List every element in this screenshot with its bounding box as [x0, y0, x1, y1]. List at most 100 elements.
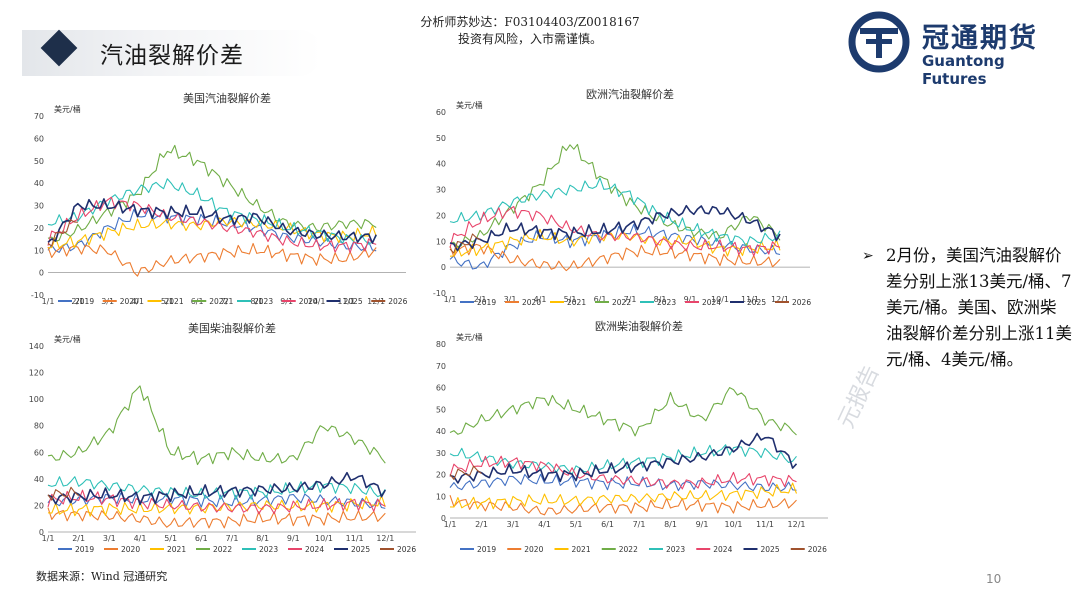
x-tick-label: 2/1 — [474, 295, 487, 304]
series-line-2022 — [449, 143, 781, 248]
y-tick-label: 10 — [436, 237, 446, 246]
series-line-2021 — [449, 482, 798, 510]
y-tick-label: 100 — [29, 395, 44, 404]
y-tick-label: 0 — [39, 528, 44, 537]
chart-title: 欧洲柴油裂解价差 — [595, 320, 683, 333]
y-tick-label: 0 — [441, 514, 446, 523]
chart-eu-gasoline: 欧洲汽油裂解价差 美元/桶 -10 0 10 20 30 40 50 60 1/1 2/1 3/1 4/1… — [420, 88, 820, 314]
legend-label-2026: 2026 — [792, 298, 811, 307]
summary-text: 2月份，美国汽油裂解价差分别上涨13美元/桶、7美元/桶。美国、欧洲柴油裂解价差… — [886, 246, 1072, 369]
y-tick-label: 10 — [34, 246, 44, 255]
x-tick-label: 9/1 — [684, 295, 697, 304]
x-tick-label: 8/1 — [250, 297, 263, 306]
y-tick-label: -10 — [433, 289, 446, 298]
legend-label-2021: 2021 — [572, 545, 591, 554]
legend-label-2024: 2024 — [305, 545, 324, 554]
page-title-banner: 汽油裂解价差 — [22, 29, 322, 76]
y-tick-label: 20 — [34, 224, 44, 233]
series-line-2026 — [449, 465, 482, 480]
y-unit-label: 美元/桶 — [54, 334, 81, 344]
logo-name: 冠通期货 — [922, 23, 1038, 54]
x-tick-label: 2/1 — [71, 297, 84, 306]
y-tick-label: 40 — [436, 160, 446, 169]
x-tick-label: 10/1 — [308, 297, 326, 306]
x-tick-label: 12/1 — [788, 520, 806, 529]
legend-label-2023: 2023 — [666, 545, 685, 554]
y-tick-label: 30 — [34, 202, 44, 211]
y-tick-label: 40 — [34, 475, 44, 484]
legend-label-2021: 2021 — [165, 297, 184, 306]
chart-eu-diesel: 欧洲柴油裂解价差 美元/桶 0 10 20 30 40 50 60 70 80 1/1 2/1 3/1 4/… — [420, 320, 840, 562]
company-logo: 冠通期货 Guantong Futures — [846, 10, 1070, 88]
y-tick-label: 50 — [436, 134, 446, 143]
chart-title: 美国柴油裂解价差 — [188, 322, 276, 335]
y-tick-label: 60 — [34, 134, 44, 143]
x-tick-label: 7/1 — [624, 295, 637, 304]
x-tick-label: 4/1 — [131, 297, 144, 306]
x-tick-label: 1/1 — [444, 520, 457, 529]
y-tick-label: 20 — [436, 471, 446, 480]
x-tick-label: 11/1 — [741, 295, 759, 304]
x-tick-label: 5/1 — [570, 520, 583, 529]
summary-bullet: ➢ 2月份，美国汽油裂解价差分别上涨13美元/桶、7美元/桶。美国、欧洲柴油裂解… — [862, 243, 1072, 373]
y-tick-label: 60 — [436, 384, 446, 393]
y-tick-label: 30 — [436, 186, 446, 195]
y-tick-label: 20 — [436, 211, 446, 220]
y-tick-label: 80 — [34, 422, 44, 431]
y-tick-label: 70 — [436, 362, 446, 371]
legend-label-2026: 2026 — [808, 545, 827, 554]
logo-emblem-icon — [848, 11, 910, 73]
bullet-arrow-icon: ➢ — [862, 248, 874, 264]
legend-label-2022: 2022 — [612, 298, 631, 307]
x-tick-label: 2/1 — [72, 534, 85, 543]
chart-title: 美国汽油裂解价差 — [183, 91, 271, 105]
legend-label-2025: 2025 — [344, 297, 363, 306]
y-tick-label: -10 — [31, 291, 44, 300]
series-line-2025 — [47, 198, 377, 244]
x-tick-label: 11/1 — [337, 297, 355, 306]
legend-label-2026: 2026 — [388, 297, 407, 306]
x-tick-label: 6/1 — [195, 534, 208, 543]
y-tick-label: 70 — [34, 112, 44, 121]
legend-label-2020: 2020 — [524, 545, 543, 554]
x-tick-label: 10/1 — [711, 295, 729, 304]
y-tick-label: 0 — [441, 263, 446, 272]
legend-label-2020: 2020 — [121, 545, 140, 554]
x-tick-label: 3/1 — [507, 520, 520, 529]
y-tick-label: 10 — [436, 492, 446, 501]
y-tick-label: 40 — [34, 179, 44, 188]
y-unit-label: 美元/桶 — [456, 332, 483, 342]
series-line-2020 — [449, 243, 781, 272]
legend-label-2022: 2022 — [209, 297, 228, 306]
y-tick-label: 40 — [436, 427, 446, 436]
x-tick-label: 12/1 — [376, 534, 394, 543]
legend-label-2024: 2024 — [713, 545, 732, 554]
x-tick-label: 2/1 — [475, 520, 488, 529]
series-line-2024 — [47, 196, 377, 254]
series-line-2019 — [449, 473, 797, 492]
legend-label-2024: 2024 — [299, 297, 318, 306]
x-tick-label: 11/1 — [346, 534, 364, 543]
series-line-2026 — [47, 486, 80, 501]
y-tick-label: 20 — [34, 501, 44, 510]
y-tick-label: 50 — [34, 157, 44, 166]
chart-us-gasoline-svg: 美国汽油裂解价差美元/桶-100102030405060701/12/13/14… — [31, 91, 408, 306]
y-tick-label: 140 — [29, 342, 44, 351]
analyst-header: 分析师苏妙达：F03104403/Z0018167 投资有风险，入市需谨慎。 — [340, 14, 720, 48]
legend-label-2019: 2019 — [477, 545, 496, 554]
legend-label-2025: 2025 — [747, 298, 766, 307]
legend-label-2019: 2019 — [477, 298, 496, 307]
chart-title: 欧洲汽油裂解价差 — [586, 88, 674, 101]
legend-label-2020: 2020 — [120, 297, 139, 306]
x-tick-label: 6/1 — [594, 295, 607, 304]
x-tick-label: 8/1 — [256, 534, 269, 543]
legend-label-2026: 2026 — [397, 545, 416, 554]
y-tick-label: 50 — [436, 405, 446, 414]
y-tick-label: 30 — [436, 449, 446, 458]
x-tick-label: 11/1 — [756, 520, 774, 529]
x-tick-label: 5/1 — [564, 295, 577, 304]
legend-label-2019: 2019 — [75, 545, 94, 554]
y-tick-label: 60 — [34, 448, 44, 457]
y-unit-label: 美元/桶 — [54, 104, 81, 114]
